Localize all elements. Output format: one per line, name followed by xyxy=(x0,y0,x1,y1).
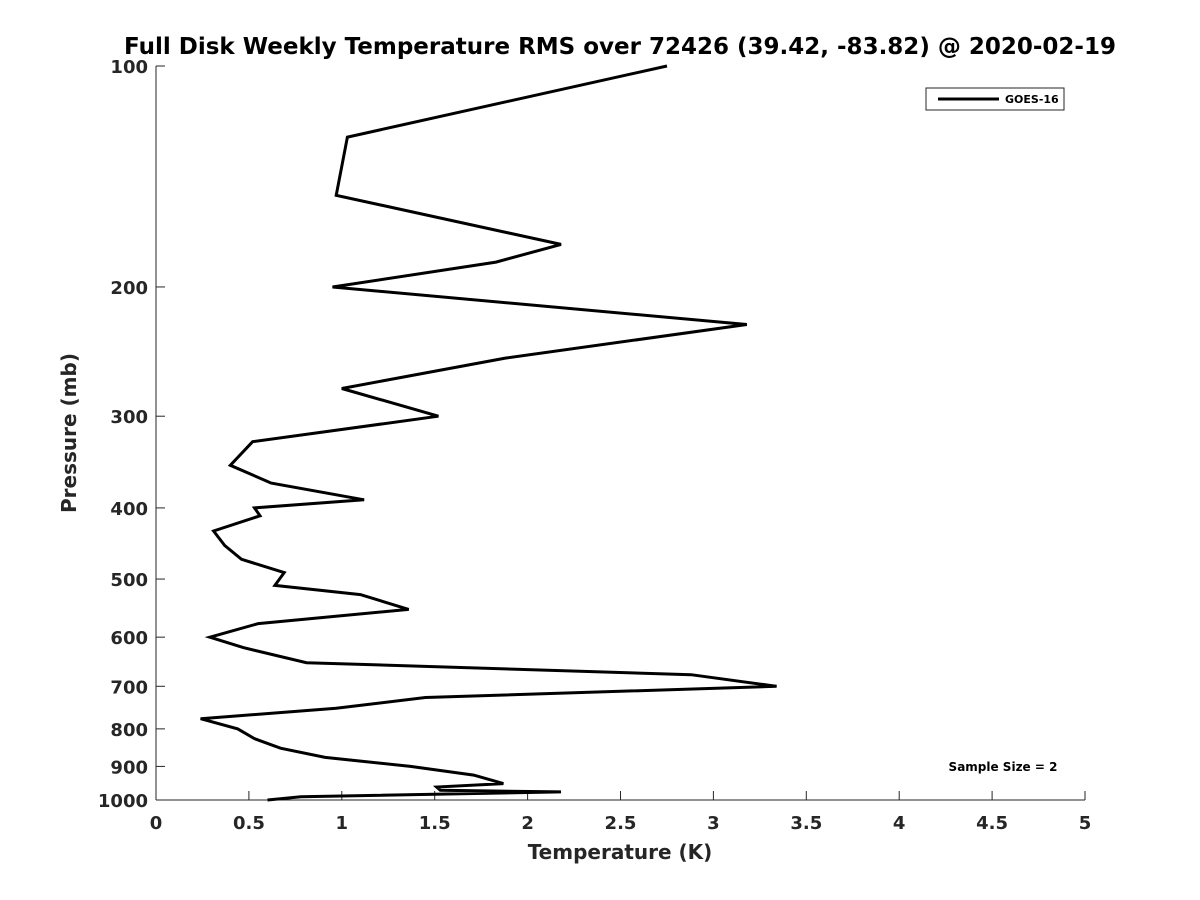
series-layer xyxy=(200,64,777,802)
x-tick-label: 2 xyxy=(521,813,534,834)
y-ticks: 100 200 300 400 500 600 700 800 900 1000 xyxy=(98,57,165,812)
legend: GOES-16 xyxy=(925,87,1065,111)
y-tick-label: 500 xyxy=(110,570,148,591)
plot-area: 0 0.5 1 1.5 2 2.5 3 3.5 4 4.5 5 100 200 300 400 500 600… xyxy=(98,57,1091,834)
y-tick-label: 1000 xyxy=(98,791,148,812)
y-axis-label: Pressure (mb) xyxy=(57,353,81,513)
y-tick-label: 800 xyxy=(110,720,148,741)
legend-label-goes-16: GOES-16 xyxy=(1005,93,1059,106)
x-axis-label: Temperature (K) xyxy=(528,840,713,864)
x-tick-label: 0.5 xyxy=(233,813,265,834)
series-line-goes-16 xyxy=(200,64,777,802)
x-tick-label: 3.5 xyxy=(790,813,822,834)
y-tick-label: 300 xyxy=(110,407,148,428)
y-tick-label: 200 xyxy=(110,278,148,299)
x-ticks: 0 0.5 1 1.5 2 2.5 3 3.5 4 4.5 5 xyxy=(150,791,1092,834)
x-tick-label: 4.5 xyxy=(976,813,1008,834)
sample-size-annotation: Sample Size = 2 xyxy=(949,760,1058,774)
x-tick-label: 1.5 xyxy=(419,813,451,834)
x-tick-label: 2.5 xyxy=(605,813,637,834)
y-tick-label: 900 xyxy=(110,757,148,778)
x-tick-label: 3 xyxy=(707,813,720,834)
y-tick-label: 600 xyxy=(110,628,148,649)
x-tick-label: 5 xyxy=(1079,813,1092,834)
chart-title: Full Disk Weekly Temperature RMS over 72… xyxy=(124,34,1116,60)
x-tick-label: 1 xyxy=(336,813,349,834)
y-tick-label: 100 xyxy=(110,57,148,78)
x-tick-label: 4 xyxy=(893,813,906,834)
x-tick-label: 0 xyxy=(150,813,163,834)
y-tick-label: 700 xyxy=(110,677,148,698)
y-tick-label: 400 xyxy=(110,499,148,520)
